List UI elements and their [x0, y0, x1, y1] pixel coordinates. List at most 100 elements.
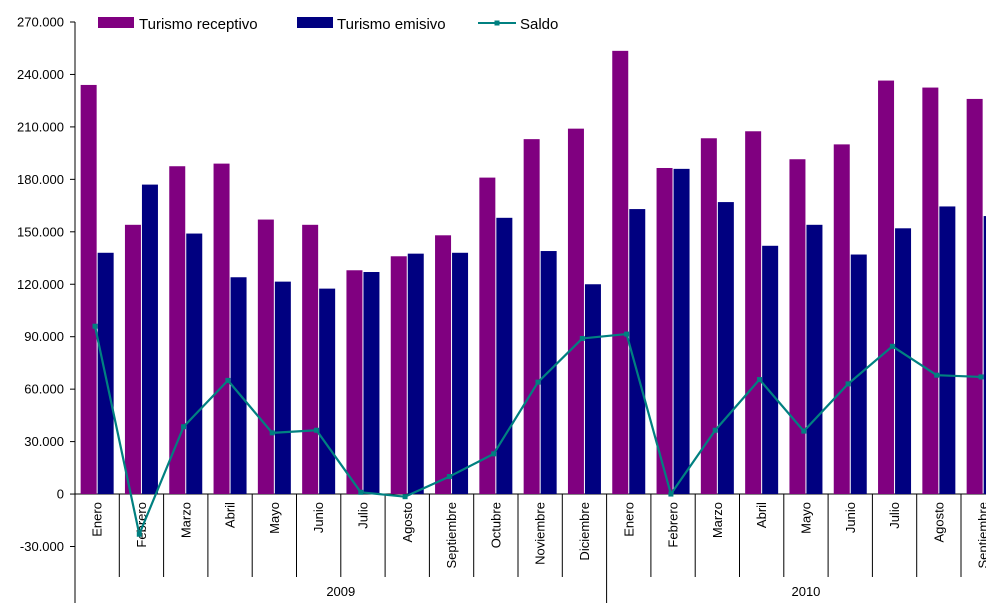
bar-turismo-emisivo [363, 272, 380, 495]
bar-turismo-emisivo [496, 217, 513, 495]
bar-turismo-receptivo [922, 87, 939, 495]
bar-turismo-receptivo [346, 270, 363, 495]
bar-turismo-emisivo [983, 216, 986, 495]
y-tick-label: 240.000 [17, 67, 64, 82]
point-saldo [225, 377, 231, 383]
bar-turismo-emisivo [673, 168, 690, 495]
y-tick-label: 210.000 [17, 119, 64, 134]
point-saldo [402, 494, 408, 500]
x-tick-label: Junio [843, 502, 858, 533]
plot-area: -30.000 0 30.000 60.000 90.000 120.000 150.000… [17, 15, 986, 603]
bar-turismo-emisivo [895, 228, 912, 495]
y-tick-label: 120.000 [17, 277, 64, 292]
bar-turismo-receptivo [257, 219, 274, 495]
legend-item-saldo: Saldo [478, 16, 558, 33]
x-tick-label: Agosto [931, 502, 946, 542]
bar-turismo-receptivo [302, 224, 319, 495]
bar-turismo-receptivo [789, 159, 806, 495]
point-saldo [314, 427, 319, 433]
bar-turismo-receptivo [213, 163, 230, 495]
bar-turismo-emisivo [230, 277, 247, 495]
bar-turismo-receptivo [479, 177, 496, 495]
x-tick-label: Abril [754, 502, 769, 528]
bar-turismo-receptivo [745, 131, 762, 495]
x-tick-label: Septiembre [444, 502, 459, 568]
x-tick-label: Junio [311, 502, 326, 533]
legend-label-turismo-emisivo: Turismo emisivo [337, 16, 446, 33]
x-tick-label: Julio [887, 502, 902, 529]
bar-turismo-emisivo [319, 288, 336, 495]
x-tick-label: Febrero [666, 502, 681, 548]
y-tick-label: 150.000 [17, 224, 64, 239]
x-tick-label: Octubre [488, 502, 503, 548]
point-saldo [136, 531, 142, 537]
point-saldo [181, 424, 187, 430]
bar-turismo-emisivo [407, 253, 424, 495]
point-saldo [579, 335, 585, 341]
bar-turismo-receptivo [833, 144, 850, 495]
bar-turismo-emisivo [274, 281, 291, 495]
y-tick-label: 180.000 [17, 172, 64, 187]
group-label: 2010 [791, 584, 820, 599]
x-tick-label: Diciembre [577, 502, 592, 561]
y-tick-label: 30.000 [24, 434, 64, 449]
x-tick-label: Abril [223, 502, 238, 528]
point-saldo [757, 377, 762, 383]
point-saldo [801, 428, 807, 434]
legend-label-turismo-receptivo: Turismo receptivo [139, 16, 258, 33]
bar-turismo-receptivo [80, 84, 97, 495]
bar-turismo-receptivo [656, 167, 673, 495]
bar-turismo-emisivo [762, 245, 779, 495]
point-saldo [92, 323, 98, 329]
legend-swatch-turismo-emisivo [297, 17, 333, 28]
point-saldo [535, 379, 541, 385]
group-label: 2009 [326, 584, 355, 599]
bar-turismo-emisivo [806, 224, 823, 495]
bar-turismo-receptivo [169, 166, 186, 495]
x-tick-label: Marzo [178, 502, 193, 538]
point-saldo [269, 430, 275, 436]
y-tick-label: 0 [57, 487, 64, 502]
bar-turismo-emisivo [141, 184, 158, 495]
point-saldo [978, 374, 984, 380]
x-tick-label: Septiembre [976, 502, 986, 568]
legend-label-saldo: Saldo [520, 16, 558, 33]
x-tick-label: Agosto [400, 502, 415, 542]
bar-turismo-emisivo [452, 252, 469, 495]
x-tick-label: Mayo [798, 502, 813, 534]
point-saldo [446, 474, 452, 480]
point-saldo [934, 372, 940, 378]
point-saldo [491, 451, 497, 457]
bar-turismo-emisivo [629, 209, 646, 495]
legend-item-turismo-receptivo: Turismo receptivo [98, 16, 258, 33]
bar-turismo-receptivo [523, 139, 540, 495]
legend-swatch-turismo-receptivo [98, 17, 134, 28]
bar-turismo-receptivo [435, 235, 452, 495]
point-saldo [668, 491, 674, 497]
y-tick-label: 90.000 [24, 329, 64, 344]
x-tick-label: Noviembre [533, 502, 548, 565]
y-tick-label: 60.000 [24, 382, 64, 397]
bar-turismo-emisivo [186, 233, 203, 495]
legend-item-turismo-emisivo: Turismo emisivo [297, 16, 446, 33]
bar-turismo-receptivo [966, 98, 983, 495]
point-saldo [358, 489, 364, 495]
bar-turismo-receptivo [124, 224, 141, 495]
y-tick-label: -30.000 [20, 539, 64, 554]
y-tick-label: 270.000 [17, 15, 64, 30]
x-tick-label: Marzo [710, 502, 725, 538]
x-tick-label: Enero [621, 502, 636, 537]
point-saldo [712, 427, 718, 433]
bar-turismo-emisivo [939, 206, 956, 495]
point-saldo [889, 343, 895, 349]
legend-marker-saldo [494, 20, 500, 26]
bar-turismo-receptivo [878, 80, 895, 495]
x-tick-label: Julio [355, 502, 370, 529]
bar-turismo-receptivo [612, 50, 629, 495]
bar-turismo-emisivo [584, 284, 601, 495]
x-tick-label: Mayo [267, 502, 282, 534]
bar-turismo-receptivo [390, 256, 407, 495]
point-saldo [845, 381, 851, 387]
bar-turismo-receptivo [567, 128, 584, 495]
